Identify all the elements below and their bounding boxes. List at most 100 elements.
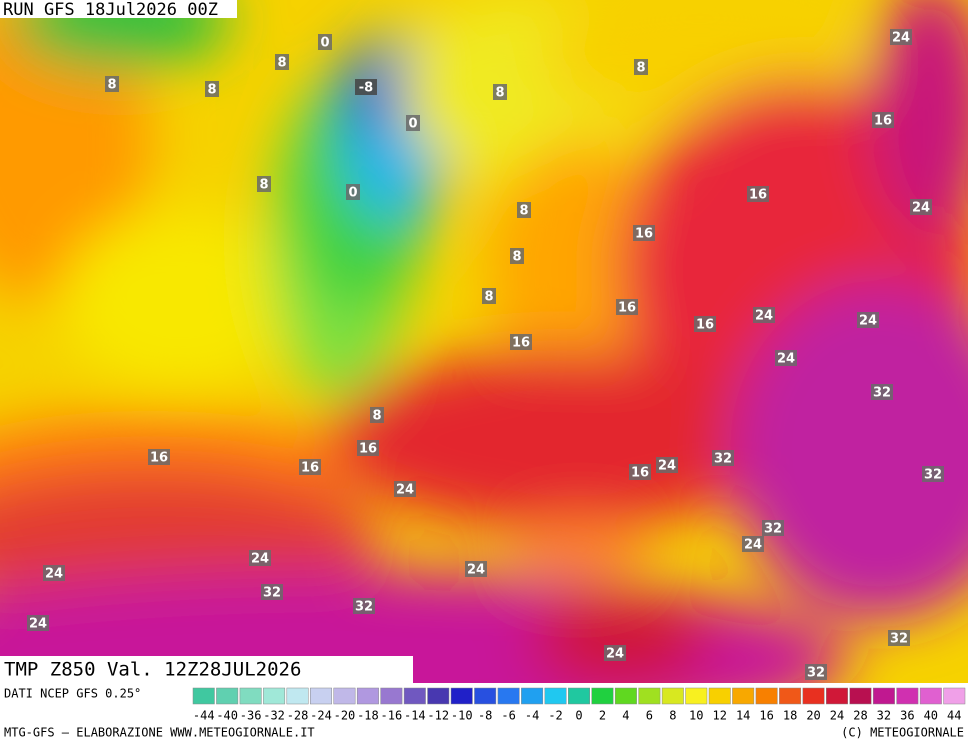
contour-label-box [510, 334, 532, 350]
contour-label: 32 [890, 632, 908, 647]
contour-label-box [629, 464, 651, 480]
contour-label-box [355, 79, 377, 95]
scale-tick-label: -44 [193, 709, 215, 723]
scale-tick-label: 32 [877, 709, 891, 723]
scale-tick-label: 14 [736, 709, 750, 723]
scale-tick-label: -16 [381, 709, 403, 723]
contour-label-box [633, 225, 655, 241]
contour-label-box [346, 184, 360, 200]
contour-label: 8 [259, 178, 268, 193]
contour-label-box [871, 384, 893, 400]
contour-label: 0 [348, 186, 357, 201]
scale-tick-label: 6 [646, 709, 653, 723]
scale-box [403, 687, 426, 705]
scale-box [521, 687, 544, 705]
credit: MTG-GFS — ELABORAZIONE WWW.METEOGIORNALE… [4, 726, 315, 740]
contour-label-box [299, 459, 321, 475]
contour-label: 32 [873, 386, 891, 401]
scale-box [427, 687, 450, 705]
scale-tick-label: 12 [713, 709, 727, 723]
contour-label: 32 [355, 600, 373, 615]
copyright: (C) METEOGIORNALE [841, 726, 964, 740]
scale-tick-label: -36 [240, 709, 262, 723]
contour-label-box [43, 565, 65, 581]
contour-label-box [394, 481, 416, 497]
contour-label-box [890, 29, 912, 45]
scale-box [239, 687, 262, 705]
contour-label-box [517, 202, 531, 218]
scale-box [802, 687, 825, 705]
run-info: RUN GFS 18Jul2026 00Z [3, 0, 218, 20]
scale-tick-label: 36 [900, 709, 914, 723]
scale-box [872, 687, 895, 705]
contour-label-box [742, 536, 764, 552]
contour-label: 16 [874, 114, 892, 129]
scale-box [380, 687, 403, 705]
scale-tick-label: 24 [830, 709, 844, 723]
scale-tick-label: -12 [427, 709, 449, 723]
scale-tick-label: -20 [334, 709, 356, 723]
contour-label: 32 [263, 586, 281, 601]
color-scale: -44 -40 -36 -32 -28 -24 -20 -18 -16 -14 -12 -10 -8 -6… [192, 687, 966, 723]
contour-label-box [353, 598, 375, 614]
contour-label-box [656, 457, 678, 473]
scale-tick-label: -4 [525, 709, 539, 723]
scale-box [333, 687, 356, 705]
contour-label: 24 [396, 483, 414, 498]
scale-tick-label: -40 [216, 709, 238, 723]
contour-label: 32 [924, 468, 942, 483]
scale-box [849, 687, 872, 705]
contour-label: 16 [749, 188, 767, 203]
contour-label-box [872, 112, 894, 128]
contour-label: 16 [618, 301, 636, 316]
contour-label: 8 [484, 290, 493, 305]
contour-label-box [257, 176, 271, 192]
contour-label-box [753, 307, 775, 323]
scale-tick-label: 4 [622, 709, 629, 723]
scale-box [661, 687, 684, 705]
scale-box [943, 687, 966, 705]
scale-tick-label: 20 [806, 709, 820, 723]
scale-tick-label: -6 [501, 709, 515, 723]
scale-tick-label: 0 [575, 709, 582, 723]
contour-label: 24 [45, 567, 63, 582]
scale-box [568, 687, 590, 705]
scale-tick-label: 16 [759, 709, 773, 723]
contour-label: 24 [744, 538, 762, 553]
contour-label: 8 [636, 61, 645, 76]
contour-label-box [465, 561, 487, 577]
contour-label-box [922, 466, 944, 482]
contour-label: 8 [519, 204, 528, 219]
contour-label-box [510, 248, 524, 264]
contour-label: 16 [301, 461, 319, 476]
contour-label: 8 [107, 78, 116, 93]
scale-tick-label: -28 [287, 709, 309, 723]
scale-box [192, 687, 215, 705]
contour-label: 24 [29, 617, 47, 632]
contour-label: 24 [777, 352, 795, 367]
scale-box [216, 687, 239, 705]
contour-label: 24 [658, 459, 676, 474]
contour-label: 24 [606, 647, 624, 662]
contour-label-box [493, 84, 507, 100]
scale-box [310, 687, 332, 705]
contour-label-box [634, 59, 648, 75]
contour-label: 16 [512, 336, 530, 351]
contour-label: 32 [807, 666, 825, 681]
scale-box [591, 687, 614, 705]
scale-tick-label: -10 [451, 709, 473, 723]
contour-label-box [406, 115, 420, 131]
contour-label-box [205, 81, 219, 97]
contour-label-box [775, 350, 797, 366]
scale-box [732, 687, 755, 705]
contour-label: 24 [859, 314, 877, 329]
contour-label: 8 [277, 56, 286, 71]
scale-tick-label: -14 [404, 709, 426, 723]
contour-label-box [805, 664, 827, 680]
contour-label: 16 [635, 227, 653, 242]
scale-box [356, 687, 379, 705]
scale-tick-label: 18 [783, 709, 797, 723]
scale-box [708, 687, 731, 705]
